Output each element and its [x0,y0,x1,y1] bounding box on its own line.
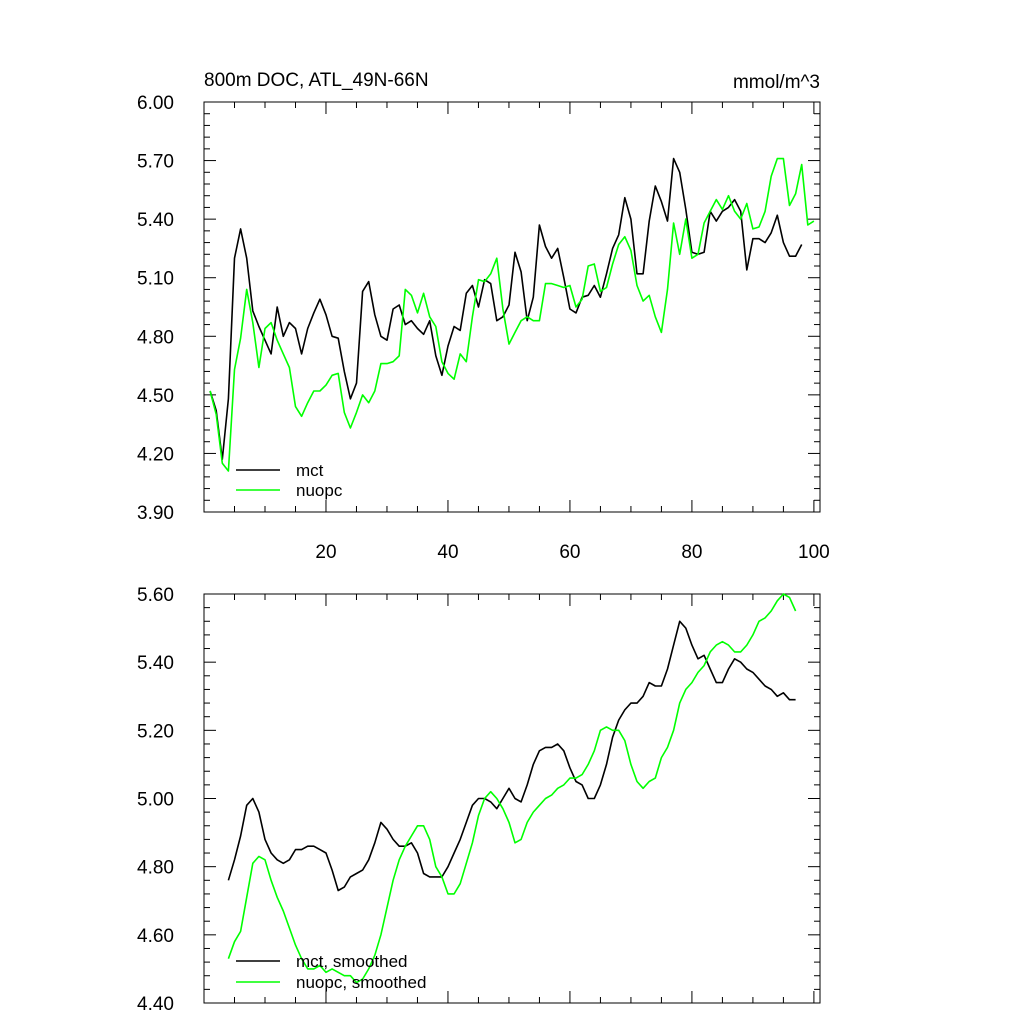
series-line-nuopc [209,157,815,472]
plot-frame [203,593,821,1004]
y-tick-label: 3.90 [137,503,174,524]
y-tick-label: 5.00 [137,790,174,811]
y-tick-label: 4.20 [137,444,174,465]
y-tick-label: 4.40 [137,994,174,1015]
y-tick-label: 5.10 [137,269,174,290]
y-tick-label: 5.70 [137,152,174,173]
x-tick-label: 100 [798,542,830,563]
y-tick-label: 5.20 [137,721,174,742]
plot-frame [203,101,821,513]
legend-label: nuopc [296,481,343,500]
x-tick-label: 40 [437,542,458,563]
legend-label: mct [296,461,324,480]
series-line-mct [209,157,803,461]
y-tick-label: 4.80 [137,327,174,348]
y-tick-label: 4.80 [137,858,174,879]
y-tick-label: 4.60 [137,926,174,947]
series-line-mct-smoothed [227,620,796,892]
x-tick-label: 60 [559,542,580,563]
y-tick-label: 6.00 [137,93,174,114]
legend-label: mct, smoothed [296,952,408,971]
y-tick-label: 5.40 [137,653,174,674]
y-tick-label: 4.50 [137,386,174,407]
legend-label: nuopc, smoothed [296,973,426,992]
bottom-panel: 4.40 4.60 4.80 5.00 5.20 5.40 5.60 mct, smoothe… [137,585,821,1015]
x-tick-label: 80 [681,542,702,563]
series-line-nuopc-smoothed [227,593,797,984]
y-tick-label: 5.60 [137,585,174,606]
x-tick-label: 20 [315,542,336,563]
top-panel: 3.90 4.20 4.50 4.80 5.10 5.40 5.70 6.00 20 40 60 80… [137,93,830,563]
y-tick-label: 5.40 [137,210,174,231]
chart-title: 800m DOC, ATL_49N-66N [204,70,429,91]
units-label: mmol/m^3 [733,72,820,93]
